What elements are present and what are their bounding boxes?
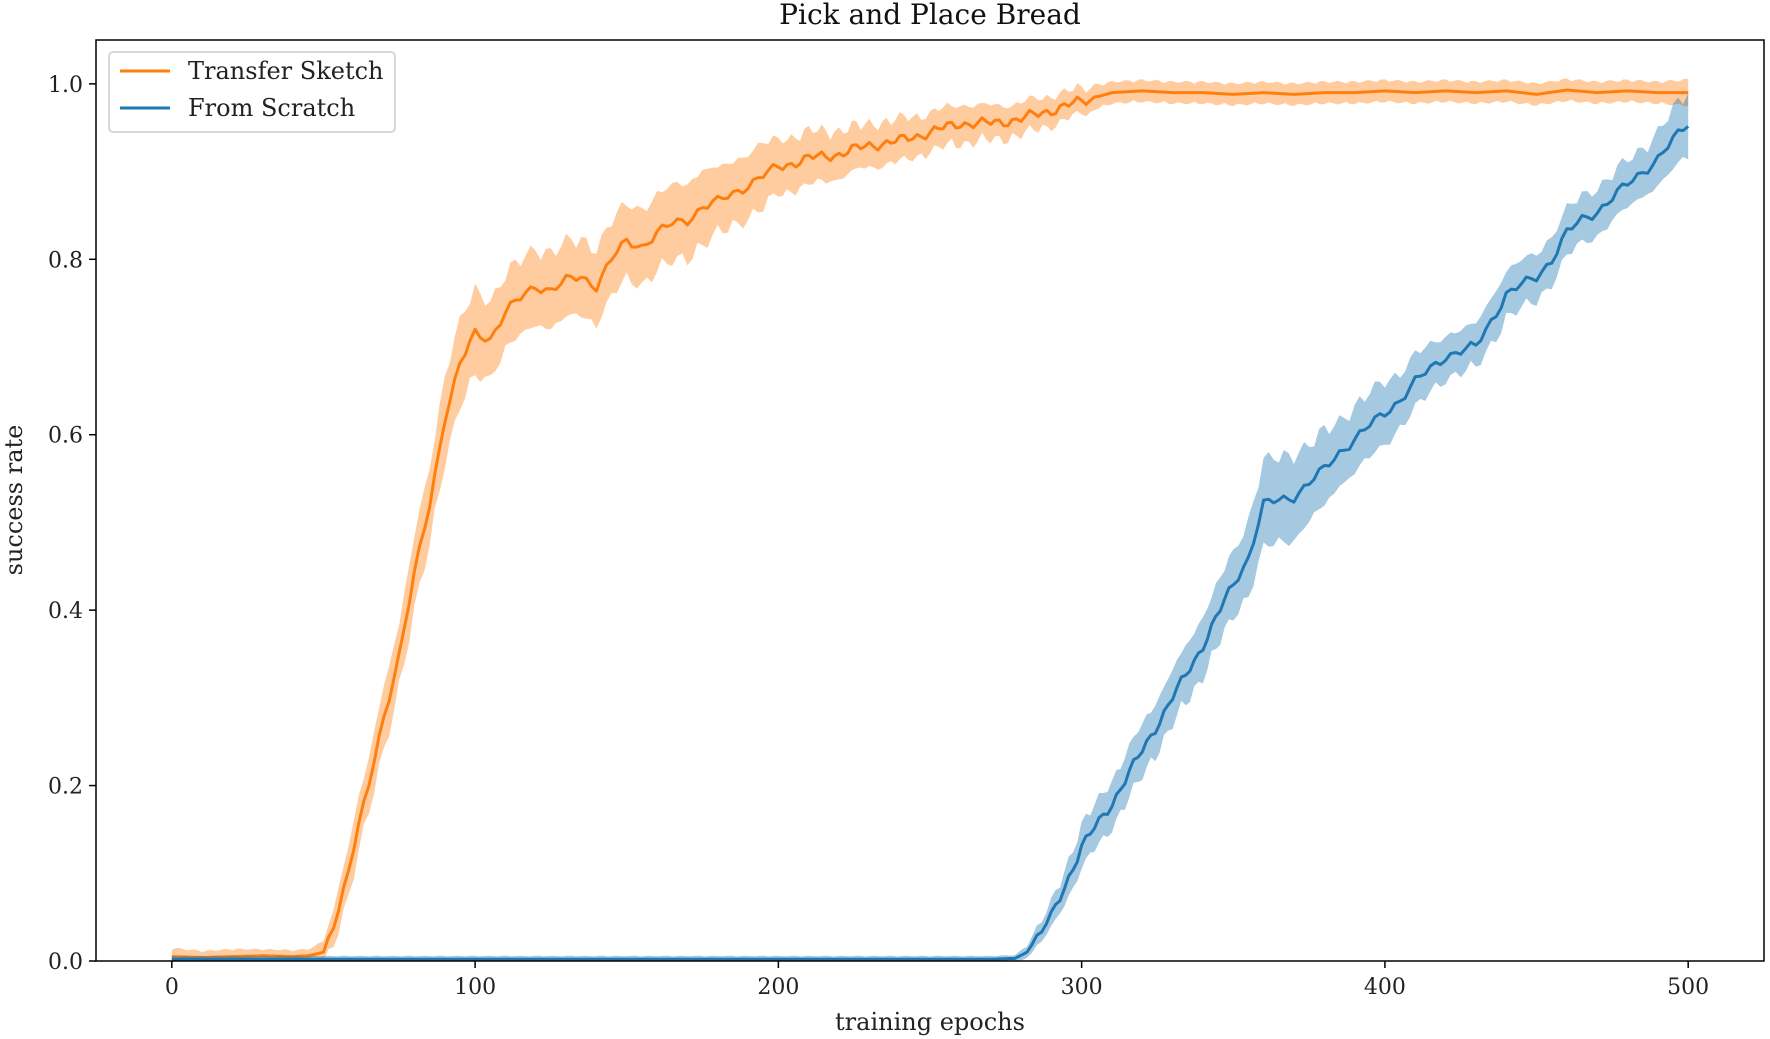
- y-axis-title: success rate: [0, 425, 28, 576]
- x-tick-label: 0: [165, 975, 179, 1000]
- plot-frame: [95, 39, 1765, 962]
- y-tick-label: 0.6: [48, 424, 83, 449]
- legend-label-transfer-sketch: Transfer Sketch: [188, 57, 383, 85]
- x-axis-title: training epochs: [835, 1008, 1025, 1036]
- series-band-from-scratch: [171, 93, 1689, 961]
- y-tick-label: 1.0: [48, 73, 83, 98]
- chart-title: Pick and Place Bread: [779, 0, 1081, 31]
- y-tick-label: 0.8: [48, 248, 83, 273]
- legend-label-from-scratch: From Scratch: [188, 94, 355, 122]
- x-tick-label: 100: [454, 975, 496, 1000]
- series-line-transfer-sketch: [171, 88, 1689, 959]
- x-tick-label: 400: [1364, 975, 1406, 1000]
- axes: 0 100 200 300 400 500 0.0 0.2 0.4 0.6 0.8 1.0: [48, 39, 1765, 1000]
- x-tick-label: 300: [1061, 975, 1103, 1000]
- legend-box: [108, 51, 396, 133]
- x-tick-label: 200: [757, 975, 799, 1000]
- series-line-from-scratch: [171, 125, 1690, 961]
- y-tick-label: 0.2: [48, 775, 83, 800]
- y-tick-label: 0.4: [48, 599, 83, 624]
- series-group: [171, 78, 1690, 961]
- legend: Transfer Sketch From Scratch: [108, 51, 396, 133]
- series-band-transfer-sketch: [171, 78, 1689, 961]
- y-tick-label: 0.0: [48, 950, 83, 975]
- x-tick-label: 500: [1667, 975, 1709, 1000]
- plot-area: [171, 78, 1690, 961]
